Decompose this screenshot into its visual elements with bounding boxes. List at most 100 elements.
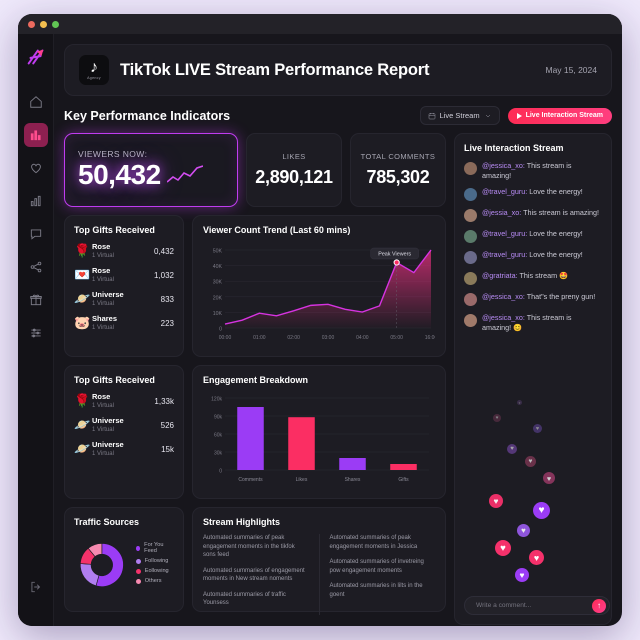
legend-color-dot — [135, 558, 141, 564]
heart-bubble: ♥ — [495, 540, 511, 556]
chat-message: @travel_guru: Love the energy! — [464, 187, 602, 201]
gift-subtitle: 1 Virtual — [92, 301, 114, 307]
svg-text:Comments: Comments — [238, 477, 263, 483]
traffic-sources-legend: For You Feed Following Eollowing Others — [135, 542, 174, 588]
heart-bubble: ♥ — [529, 550, 544, 565]
gift-row: 🪐 Universe 1 Virtual 833 — [74, 290, 174, 308]
kpi-label: VIEWERS NOW: — [78, 149, 148, 159]
kpi-section-header: Key Performance Indicators Live Stream L… — [64, 106, 612, 125]
sidebar-item-comments[interactable] — [24, 222, 48, 246]
heart-bubble: ♥ — [517, 400, 522, 405]
chat-message-text: @jessica_xo: This stream is amazing! — [482, 161, 572, 180]
floating-hearts-animation: ♥ ♥ ♥ ♥ ♥ ♥ ♥ ♥ ♥ ♥ ♥ ♥ — [455, 398, 611, 588]
gift-emoji-icon: 💌 — [74, 267, 91, 282]
panel-title: Stream Highlights — [203, 517, 281, 527]
gift-name: Universe — [92, 290, 124, 299]
chat-message-list[interactable]: @jessica_xo: This stream is amazing! @tra… — [464, 161, 602, 332]
chart-title: Viewer Count Trend (Last 60 mins) — [203, 225, 351, 235]
heart-bubble: ♥ — [507, 444, 517, 454]
gift-name: Universe — [92, 440, 124, 449]
chat-message-text: @travel_guru: Love the energy! — [482, 187, 583, 196]
sidebar-item-reports[interactable] — [24, 189, 48, 213]
kpi-card-total-comments[interactable]: TOTAL COMMENTS 785,302 — [350, 133, 446, 207]
gift-name: Universe — [92, 416, 124, 425]
kpi-label: TOTAL COMMENTS — [360, 152, 436, 161]
sidebar-item-home[interactable] — [24, 90, 48, 114]
gift-subtitle: 1 Virtual — [92, 253, 114, 259]
report-header: ♪ Agency TikTok LIVE Stream Performance … — [64, 44, 612, 96]
agency-label: Agency — [87, 75, 101, 80]
comment-input-bar[interactable]: ↑ — [464, 596, 610, 615]
panel-title: Traffic Sources — [74, 517, 140, 527]
close-window-button[interactable] — [28, 20, 35, 28]
viewer-count-trend-chart: 0 10K 20K 30K 40K 50K Peak Viewers 00:00 01:00 02… — [213, 247, 437, 341]
traffic-sources-panel: Traffic Sources For You Feed Following Eol… — [64, 507, 184, 612]
gift-subtitle: 1 Virtual — [92, 277, 114, 283]
kpi-card-likes[interactable]: LIKES 2,890,121 — [246, 133, 342, 207]
chat-title: Live Interaction Stream — [464, 143, 564, 153]
sidebar-item-likes[interactable] — [24, 156, 48, 180]
svg-text:Gifts: Gifts — [398, 477, 409, 483]
app-window: ♪ Agency TikTok LIVE Stream Performance … — [18, 14, 622, 626]
svg-text:50K: 50K — [213, 249, 223, 255]
svg-text:0: 0 — [219, 327, 222, 333]
logout-button[interactable] — [24, 575, 48, 599]
chat-message: @jessica_xo: This stream is amazing! 😊 — [464, 313, 602, 332]
heart-bubble: ♥ — [533, 502, 550, 519]
svg-text:00:00: 00:00 — [219, 335, 232, 341]
heart-bubble: ♥ — [493, 414, 501, 422]
legend-color-dot — [135, 545, 141, 551]
avatar — [464, 314, 477, 327]
kpi-cards: VIEWERS NOW: 50,432 LIKES 2,890,121 — [64, 133, 446, 207]
svg-text:16:00: 16:00 — [425, 335, 435, 341]
highlight-item: Automated summaries of peak engagement m… — [329, 535, 418, 550]
sidebar-item-share[interactable] — [24, 255, 48, 279]
top-gifts-panel-secondary: Top Gifts Received 🌹 Rose 1 Virtual 1,33k 🪐 U… — [64, 365, 184, 499]
gift-name: Rose — [92, 392, 111, 401]
svg-text:90k: 90k — [214, 415, 223, 421]
play-icon — [516, 112, 522, 119]
chat-message: @travel_guru: Love the energy! — [464, 250, 602, 264]
gift-row: 🌹 Rose 1 Virtual 1,33k — [74, 392, 174, 410]
gift-emoji-icon: 🌹 — [74, 243, 91, 258]
stream-select[interactable]: Live Stream — [419, 106, 500, 125]
legend-item: Following — [135, 558, 174, 564]
traffic-sources-donut-chart — [80, 543, 124, 587]
sidebar-item-analytics[interactable] — [23, 123, 48, 147]
sidebar-item-gifts[interactable] — [24, 288, 48, 312]
heart-bubble: ♥ — [533, 424, 542, 433]
live-interaction-stream-button[interactable]: Live Interaction Stream — [507, 107, 612, 124]
comment-input[interactable] — [474, 601, 592, 610]
gift-emoji-icon: 🐷 — [74, 315, 91, 330]
minimize-window-button[interactable] — [40, 20, 47, 28]
svg-text:Shares: Shares — [345, 477, 361, 483]
avatar — [464, 209, 477, 222]
svg-text:02:00: 02:00 — [287, 335, 300, 341]
highlight-item: Automated summaries of engagement moment… — [203, 567, 305, 583]
send-comment-button[interactable]: ↑ — [592, 598, 606, 613]
highlight-item: Automated summaries of traffic Younsess — [203, 591, 286, 607]
avatar — [464, 162, 477, 175]
legend-color-dot — [135, 578, 141, 584]
svg-text:20K: 20K — [213, 295, 223, 301]
kpi-label: LIKES — [282, 152, 306, 161]
chat-message-text: @jessica_xo: This stream is amazing! 😊 — [482, 313, 572, 332]
kpi-card-viewers-now[interactable]: VIEWERS NOW: 50,432 — [64, 133, 238, 207]
stream-select-label: Live Stream — [439, 111, 480, 120]
avatar — [464, 188, 477, 201]
legend-label: For You Feed — [144, 542, 164, 554]
svg-text:120k: 120k — [211, 397, 222, 403]
gift-row: 🪐 Universe 1 Virtual 15k — [74, 440, 174, 458]
heart-bubble: ♥ — [515, 568, 529, 582]
gift-emoji-icon: 🌹 — [74, 393, 91, 408]
chat-message-text: @gratriata: This stream 🤩 — [482, 271, 569, 280]
sidebar-item-settings[interactable] — [24, 321, 48, 345]
gift-count: 1,032 — [153, 270, 174, 280]
gift-name: Rose — [92, 242, 111, 251]
maximize-window-button[interactable] — [52, 20, 59, 28]
heart-bubble: ♥ — [525, 456, 536, 467]
kpi-value: 2,890,121 — [255, 167, 333, 187]
stream-highlights-panel: Stream Highlights Automated summaries of… — [192, 507, 446, 615]
chevron-down-icon — [485, 114, 490, 117]
svg-text:30K: 30K — [213, 280, 223, 286]
